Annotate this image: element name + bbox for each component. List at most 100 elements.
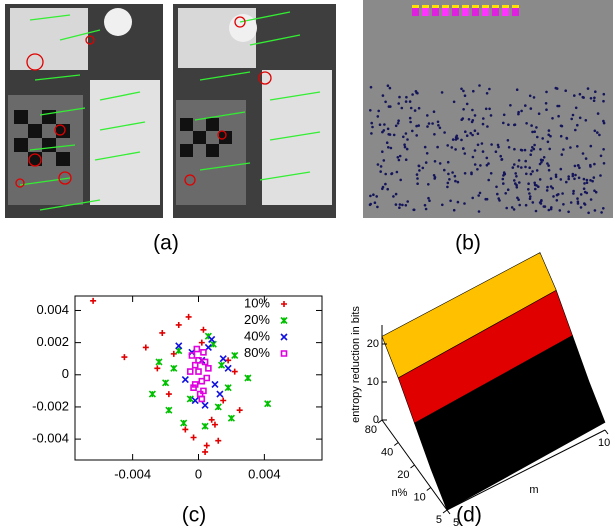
cloud-point [524,104,527,107]
cloud-point [576,197,579,200]
point [193,345,201,353]
cloud-point [537,185,540,188]
cloud-point [540,199,543,203]
cloud-point [538,162,542,166]
cloud-point [454,138,458,141]
point [208,416,215,423]
point-cloud [363,0,613,218]
cloud-point [384,182,387,186]
scatter-plot: 0.004 0.002 0 -0.002 -0.004 -0.004 0 0.004 10% 20… [32,295,322,481]
cloud-point [379,165,383,168]
cloud-point [517,159,521,162]
cloud-point [452,208,456,212]
cloud-point [387,146,390,149]
cloud-point [453,174,457,178]
cloud-point [411,93,414,96]
point [200,348,207,356]
cloud-point [421,166,425,170]
cloud-point [465,134,469,137]
cloud-point [576,145,579,148]
point [216,390,224,398]
cloud-point [546,140,550,144]
cloud-point [390,172,393,176]
photo-left [5,4,163,218]
cloud-point [529,153,532,156]
cloud-point [549,177,553,180]
cloud-point [523,148,527,152]
cloud-point [443,168,446,172]
cloud-point [549,185,553,188]
cloud-point [511,166,515,169]
cloud-point [513,147,516,151]
cloud-point [548,147,551,151]
cloud-point [579,193,583,196]
camera [472,5,479,8]
cloud-point [484,197,488,201]
x-tick-label: 20 [397,469,409,481]
cloud-point [545,90,548,94]
cloud-point [529,172,533,176]
point [170,350,177,357]
cloud-point [496,143,500,147]
cloud-point [465,102,469,106]
cloud-point [432,110,436,113]
camera [422,5,429,8]
cloud-point [524,203,528,207]
cloud-point [398,203,402,206]
cloud-point [528,166,531,169]
legend-label: 10% [244,295,270,310]
z-tick-label: 0 [373,414,379,426]
cloud-point [513,179,516,182]
cloud-point [396,156,400,159]
cloud-point [447,172,450,176]
cloud-point [528,197,532,200]
cloud-point [446,144,450,147]
x-tick-label: -0.004 [114,466,151,481]
cloud-point [472,89,475,93]
cloud-point [462,108,465,111]
cloud-point [383,123,386,126]
cloud-point [495,185,498,189]
caption: (d) [456,504,482,527]
cloud-point [476,168,479,171]
cloud-point [471,196,475,200]
cloud-point [387,133,391,136]
cloud-point [396,122,400,125]
cloud-point [501,177,505,181]
cloud-point [397,119,400,122]
cloud-point [592,176,596,179]
cloud-point [469,131,473,135]
cloud-point [451,171,454,174]
caption: (a) [153,232,179,255]
cloud-point [576,202,580,205]
cloud-point [514,182,517,185]
cloud-point [427,196,430,200]
cloud-point [544,102,548,105]
cloud-point [559,178,563,181]
cloud-point [406,200,410,203]
cloud-point [394,192,398,196]
cloud-point [454,148,457,151]
point [200,387,207,395]
cloud-point [433,160,437,163]
cloud-point [370,132,373,135]
cloud-point [527,188,530,191]
cloud-point [463,172,467,175]
point [217,361,226,369]
cloud-point [571,113,575,117]
cloud-point [577,176,581,180]
cloud-point [375,195,379,198]
cloud-point [549,134,552,138]
x-tick [377,419,383,424]
cloud-point [589,179,592,182]
x-tick-label: 0 [195,466,202,481]
cloud-point [524,165,527,169]
cloud-point [517,110,520,114]
cloud-point [502,113,506,117]
cloud-point [560,153,564,156]
cloud-point [519,148,523,152]
point [181,376,189,384]
cloud-point [596,131,599,134]
cloud-point [559,124,563,128]
